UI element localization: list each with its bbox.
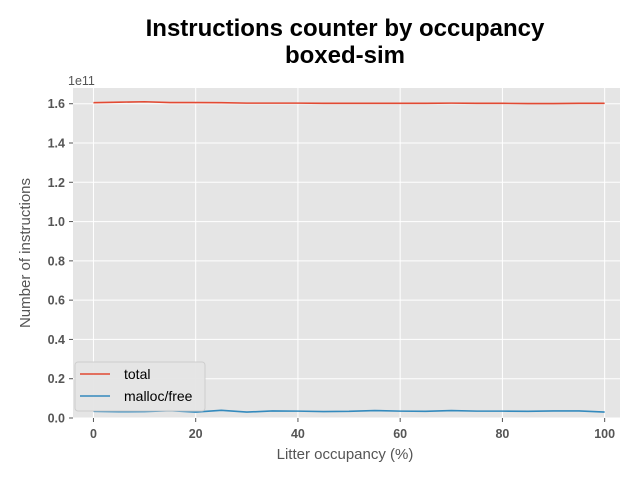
x-axis-label: Litter occupancy (%) xyxy=(277,446,414,463)
legend-label: total xyxy=(124,366,150,382)
y-tick-label: 0.4 xyxy=(48,333,65,347)
y-tick-label: 1.6 xyxy=(48,97,65,111)
x-tick-label: 20 xyxy=(189,427,203,441)
legend-label: malloc/free xyxy=(124,388,193,404)
y-tick-label: 1.0 xyxy=(48,215,65,229)
y-tick-label: 0.2 xyxy=(48,372,65,386)
y-tick-label: 1.2 xyxy=(48,176,65,190)
y-axis-ticks: 0.0 0.2 0.4 0.6 0.8 1.0 1.2 1.4 1.6 xyxy=(48,97,73,426)
x-tick-label: 40 xyxy=(291,427,305,441)
x-axis-ticks: 0 20 40 60 80 100 xyxy=(90,418,615,441)
y-axis-label: Number of instructions xyxy=(17,178,34,328)
x-tick-label: 80 xyxy=(495,427,509,441)
chart-subtitle: boxed-sim xyxy=(285,42,405,69)
x-tick-label: 60 xyxy=(393,427,407,441)
x-tick-label: 100 xyxy=(594,427,615,441)
y-axis-offset-text: 1e11 xyxy=(68,74,95,88)
legend: total malloc/free xyxy=(74,361,206,412)
x-tick-label: 0 xyxy=(90,427,97,441)
y-tick-label: 0.6 xyxy=(48,294,65,308)
chart-title: Instructions counter by occupancy xyxy=(146,15,545,42)
y-tick-label: 0.8 xyxy=(48,254,65,268)
y-tick-label: 0.0 xyxy=(48,412,65,426)
y-tick-label: 1.4 xyxy=(48,137,65,151)
series-line-total xyxy=(93,100,605,105)
